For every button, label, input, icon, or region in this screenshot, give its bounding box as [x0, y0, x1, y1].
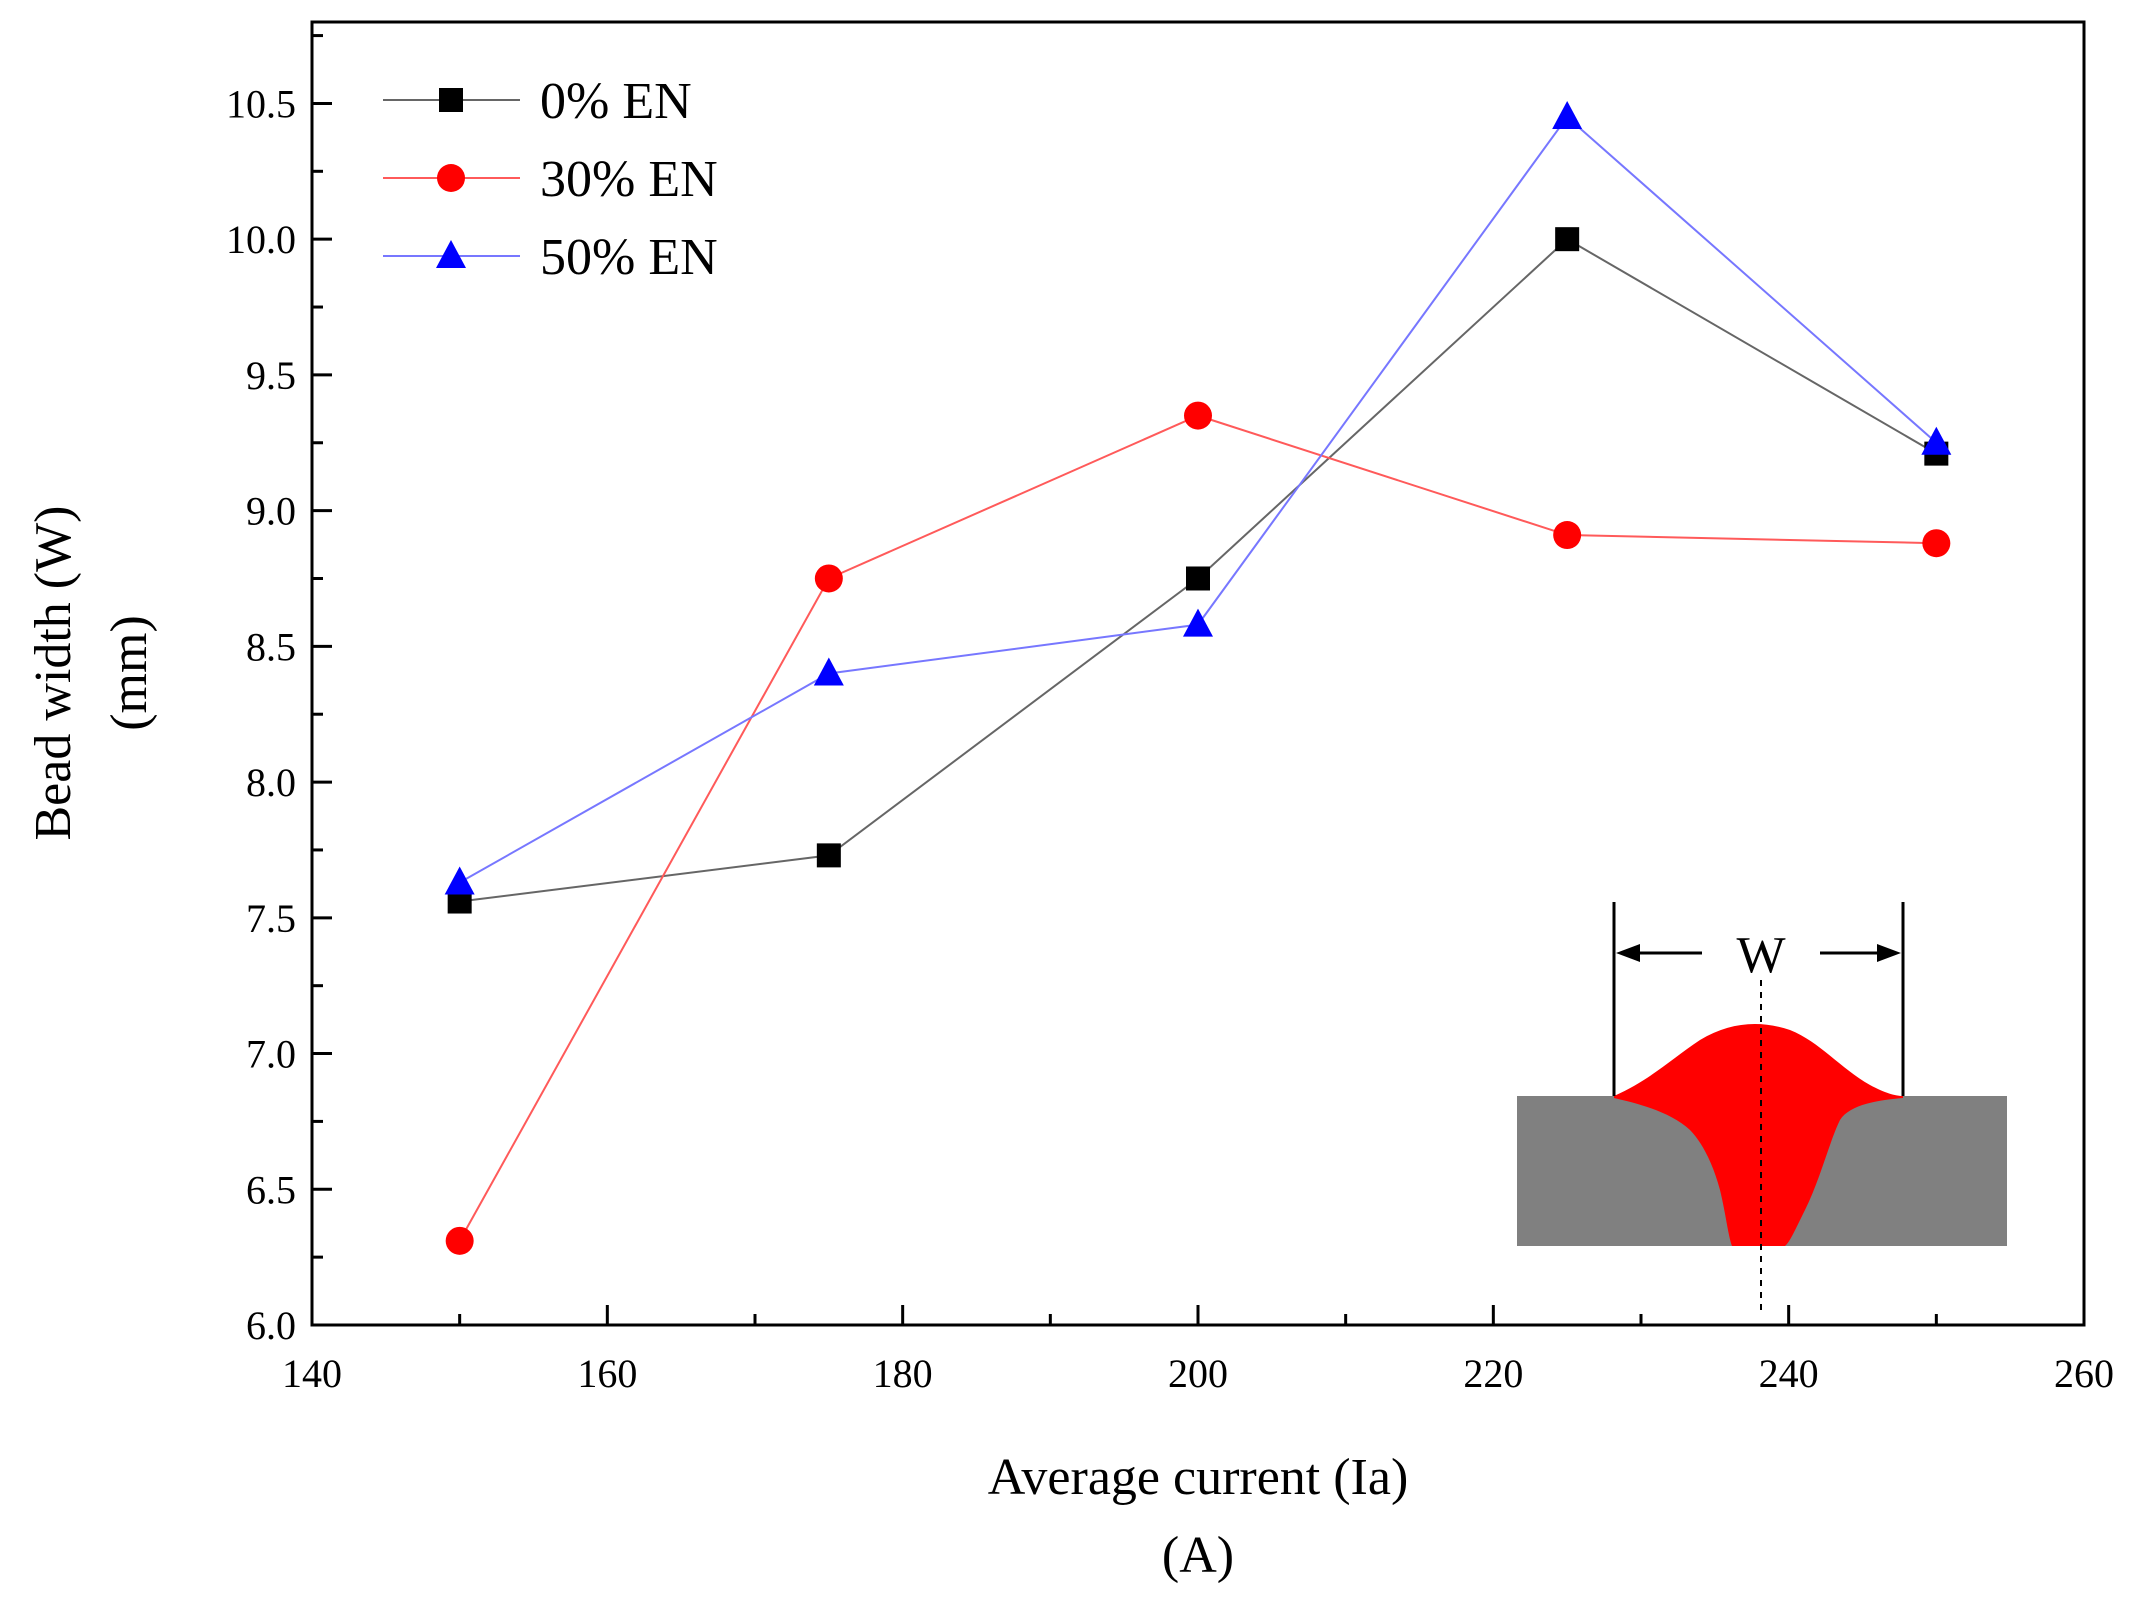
data-point — [1184, 401, 1212, 430]
legend-label: 30% EN — [540, 151, 718, 208]
legend-label: 50% EN — [540, 229, 718, 286]
x-tick-label: 260 — [2054, 1351, 2114, 1396]
legend-marker — [439, 88, 463, 112]
data-point — [445, 1226, 474, 1255]
y-tick-label: 6.5 — [246, 1167, 296, 1212]
series-layer — [444, 101, 1952, 1255]
legend-marker — [437, 164, 465, 192]
x-tick-label: 180 — [873, 1351, 933, 1396]
data-point — [1186, 566, 1210, 591]
y-axis-unit: (mm) — [101, 615, 158, 731]
x-tick-label: 240 — [1759, 1351, 1819, 1396]
x-axis-unit: (A) — [1162, 1527, 1234, 1584]
data-point — [444, 866, 475, 895]
data-point — [814, 564, 843, 593]
y-tick-label: 9.5 — [246, 353, 296, 398]
axis-ticks — [310, 34, 2086, 1327]
series-markers-1 — [445, 401, 1951, 1255]
y-tick-label: 10.5 — [226, 81, 296, 126]
data-point — [816, 843, 841, 868]
weld-bead — [1614, 1024, 1903, 1246]
x-tick-label: 160 — [577, 1351, 637, 1396]
legend-marker — [436, 240, 466, 268]
x-tick-label: 200 — [1168, 1351, 1228, 1396]
data-point — [1183, 608, 1213, 637]
y-tick-label: 6.0 — [246, 1303, 296, 1348]
weld-bead-inset: W — [1517, 902, 2007, 1312]
tick-labels: 140 160 180 200 220 240 260 6.0 6.5 7.0 7.5 8.0 8.5 9… — [226, 81, 2114, 1396]
data-point — [1921, 426, 1952, 455]
series-markers-2 — [444, 101, 1952, 895]
legend: 0% EN 30% EN 50% EN — [383, 73, 718, 286]
data-point — [1555, 227, 1580, 252]
data-point — [1553, 521, 1582, 550]
legend-label: 0% EN — [540, 73, 692, 130]
y-tick-label: 7.0 — [246, 1032, 296, 1077]
arrowhead-right — [1877, 944, 1901, 962]
legend-entry: 50% EN — [383, 229, 718, 286]
legend-entry: 30% EN — [383, 151, 718, 208]
legend-entry: 0% EN — [383, 73, 692, 130]
y-tick-label: 7.5 — [246, 896, 296, 941]
data-point — [813, 657, 844, 686]
data-point — [1922, 529, 1951, 558]
width-label: W — [1736, 927, 1785, 984]
arrowhead-left — [1616, 944, 1640, 962]
y-tick-label: 10.0 — [226, 217, 296, 262]
x-tick-label: 220 — [1463, 1351, 1523, 1396]
x-axis-title: Average current (Ia) — [988, 1449, 1409, 1506]
data-point — [1552, 101, 1583, 130]
y-tick-label: 9.0 — [246, 489, 296, 534]
y-tick-label: 8.0 — [246, 760, 296, 805]
y-tick-label: 8.5 — [246, 624, 296, 669]
y-axis-title: Bead width (W) — [25, 505, 82, 840]
x-tick-label: 140 — [282, 1351, 342, 1396]
